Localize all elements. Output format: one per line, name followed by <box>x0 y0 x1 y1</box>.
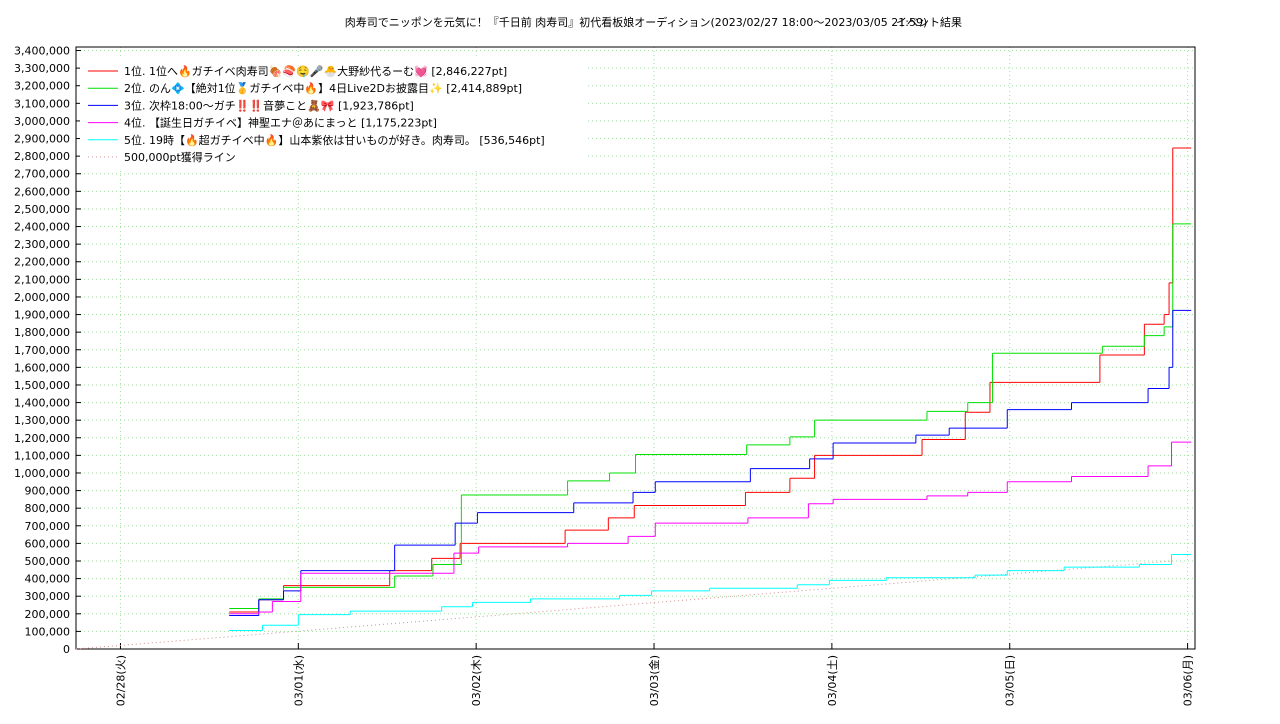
series <box>229 309 1192 617</box>
y-tick-label: 800,000 <box>25 502 71 515</box>
y-tick-label: 1,600,000 <box>14 361 70 374</box>
y-tick-label: 200,000 <box>25 608 71 621</box>
y-tick-label: 1,800,000 <box>14 326 70 339</box>
series <box>229 441 1192 615</box>
y-tick-label: 1,900,000 <box>14 309 70 322</box>
y-tick-label: 3,200,000 <box>14 80 70 93</box>
series <box>229 554 1192 632</box>
x-tick-label: 03/05(日) <box>1004 655 1017 706</box>
x-tick-label: 02/28(火) <box>114 655 127 706</box>
y-tick-label: 3,100,000 <box>14 97 70 110</box>
series <box>75 560 1173 650</box>
x-tick-label: 03/02(木) <box>470 655 483 706</box>
legend: 1位. 1位へ🔥ガチイベ肉寿司🍖🍣🤤🎤🐣大野紗代るーむ💓 [2,846,227p… <box>80 56 585 168</box>
x-tick-label: 03/04(土) <box>826 655 839 706</box>
y-tick-label: 1,100,000 <box>14 449 70 462</box>
legend-label: 3位. 次枠18:00〜ガチ‼️‼️音夢こと🧸🎀 [1,923,786pt] <box>124 98 414 112</box>
y-tick-label: 500,000 <box>25 555 71 568</box>
y-tick-label: 2,300,000 <box>14 238 70 251</box>
y-tick-label: 2,400,000 <box>14 221 70 234</box>
y-tick-label: 2,600,000 <box>14 185 70 198</box>
y-tick-label: 2,200,000 <box>14 256 70 269</box>
y-tick-label: 1,000,000 <box>14 467 70 480</box>
y-tick-label: 2,100,000 <box>14 273 70 286</box>
x-tick-label: 03/01(水) <box>292 655 305 706</box>
y-tick-label: 3,000,000 <box>14 115 70 128</box>
y-tick-label: 2,800,000 <box>14 150 70 163</box>
series <box>229 223 1192 610</box>
x-tick-label: 03/06(月) <box>1182 655 1195 706</box>
y-tick-label: 2,500,000 <box>14 203 70 216</box>
y-tick-label: 2,000,000 <box>14 291 70 304</box>
legend-label: 2位. のん💠【絶対1位🥇ガチイベ中🔥】4日Live2Dお披露目✨ [2,414… <box>124 81 522 95</box>
y-tick-label: 1,300,000 <box>14 414 70 427</box>
y-tick-label: 300,000 <box>25 590 71 603</box>
y-tick-label: 1,700,000 <box>14 344 70 357</box>
legend-label: 500,000pt獲得ライン <box>124 151 236 164</box>
y-tick-label: 1,200,000 <box>14 432 70 445</box>
y-tick-label: 400,000 <box>25 573 71 586</box>
legend-label: 1位. 1位へ🔥ガチイベ肉寿司🍖🍣🤤🎤🐣大野紗代るーむ💓 [2,846,227p… <box>124 64 507 79</box>
line <box>75 560 1173 650</box>
y-tick-label: 900,000 <box>25 485 71 498</box>
y-tick-label: 1,400,000 <box>14 397 70 410</box>
y-tick-label: 600,000 <box>25 537 71 550</box>
y-tick-label: 3,400,000 <box>14 45 70 58</box>
legend-label: 4位. 【誕生日ガチイベ】神聖エナ＠あにまっと [1,175,223pt] <box>124 116 437 130</box>
legend-label: 5位. 19時【🔥超ガチイベ中🔥】山本紫依は甘いものが好き。肉寿司。 [536,… <box>124 133 545 147</box>
y-tick-label: 2,900,000 <box>14 133 70 146</box>
y-tick-label: 0 <box>63 643 70 656</box>
x-tick-label: 03/03(金) <box>647 655 661 706</box>
plot-frame <box>75 46 1196 650</box>
legend-box <box>80 56 585 168</box>
y-tick-label: 100,000 <box>25 625 71 638</box>
y-tick-label: 3,300,000 <box>14 62 70 75</box>
series <box>229 147 1192 613</box>
y-tick-label: 1,500,000 <box>14 379 70 392</box>
chart-title: 肉寿司でニッポンを元気に！『千日前 肉寿司』初代看板娘オーディション(2023/… <box>345 15 928 29</box>
y-tick-label: 700,000 <box>25 520 71 533</box>
y-tick-label: 2,700,000 <box>14 168 70 181</box>
chart-subtitle: イベント結果 <box>896 15 962 29</box>
